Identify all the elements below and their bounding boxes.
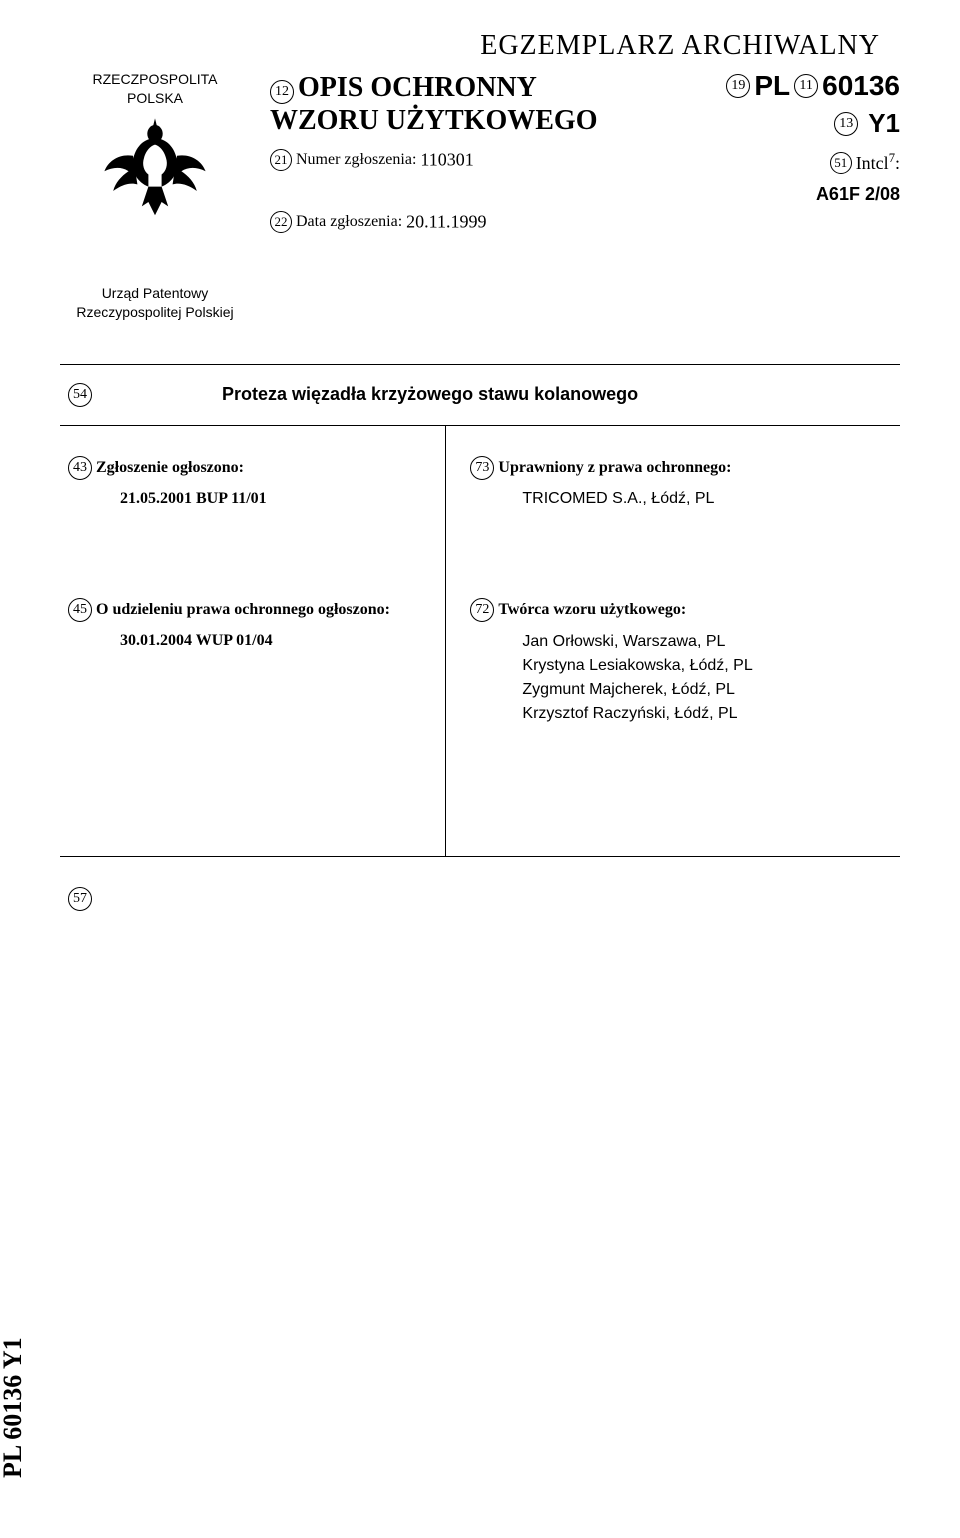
abstract-section: 57 <box>60 887 900 911</box>
inid-21: 21 <box>270 149 292 171</box>
filing-date-line: 22 Data zgłoszenia: 20.11.1999 <box>270 211 597 233</box>
creator-item: Krystyna Lesiakowska, Łódź, PL <box>522 654 890 678</box>
field-73-value: TRICOMED S.A., Łódź, PL <box>522 490 890 508</box>
field-43-label: Zgłoszenie ogłoszono: <box>96 459 244 476</box>
application-number-line: 21 Numer zgłoszenia: 110301 <box>270 149 597 171</box>
intcl-edition: 7 <box>889 151 895 165</box>
left-column: RZECZPOSPOLITA POLSKA Urząd Patentowy Rz… <box>60 70 250 322</box>
publication-number: 60136 <box>822 70 900 102</box>
biblio-left-column: 43 Zgłoszenie ogłoszono: 21.05.2001 BUP … <box>60 426 446 856</box>
inid-13: 13 <box>834 112 858 136</box>
document-title: OPIS OCHRONNY <box>298 72 537 103</box>
intcl-text: Intcl <box>856 153 889 173</box>
title-row: 12 OPIS OCHRONNY WZORU UŻYTKOWEGO 21 Num… <box>270 70 900 233</box>
side-publication-code: PL 60136 Y1 <box>0 1337 28 1478</box>
field-45-value: 30.01.2004 WUP 01/04 <box>120 632 421 650</box>
field-72: 72 Twórca wzoru użytkowego: Jan Orłowski… <box>470 598 890 726</box>
kind-code: Y1 <box>868 108 900 139</box>
invention-title: Proteza więzadła krzyżowego stawu kolano… <box>222 384 638 405</box>
inid-19: 19 <box>726 74 750 98</box>
divider-bottom <box>60 856 900 857</box>
bibliographic-section: 43 Zgłoszenie ogłoszono: 21.05.2001 BUP … <box>60 426 900 856</box>
app-number-value: 110301 <box>420 150 473 170</box>
inid-43: 43 <box>68 456 92 480</box>
inid-51: 51 <box>830 152 852 174</box>
office-line2: Rzeczypospolitej Polskiej <box>76 304 233 320</box>
creators-list: Jan Orłowski, Warszawa, PL Krystyna Lesi… <box>522 630 890 726</box>
inid-12: 12 <box>270 80 294 104</box>
inid-45: 45 <box>68 598 92 622</box>
right-codes-block: 19 PL 11 60136 13 Y1 51 Intcl7: A61F 2/0… <box>726 70 900 205</box>
field-43-value: 21.05.2001 BUP 11/01 <box>120 490 421 508</box>
field-45-label: O udzieleniu prawa ochronnego ogłoszono: <box>96 601 390 618</box>
biblio-right-column: 73 Uprawniony z prawa ochronnego: TRICOM… <box>446 426 900 856</box>
eagle-emblem-icon <box>100 114 210 224</box>
document-subtitle: WZORU UŻYTKOWEGO <box>270 105 597 137</box>
inid-22: 22 <box>270 211 292 233</box>
ipc-class: A61F 2/08 <box>726 184 900 205</box>
pub-codes-line: 19 PL 11 60136 <box>726 70 900 102</box>
app-number-label: Numer zgłoszenia: <box>296 151 416 168</box>
inid-11: 11 <box>794 74 818 98</box>
filing-date-value: 20.11.1999 <box>406 212 486 232</box>
filing-date-label: Data zgłoszenia: <box>296 213 402 230</box>
inid-73: 73 <box>470 456 494 480</box>
patent-office-name: Urząd Patentowy Rzeczypospolitej Polskie… <box>60 284 250 322</box>
intcl-label: Intcl7: <box>856 153 900 173</box>
creator-item: Jan Orłowski, Warszawa, PL <box>522 630 890 654</box>
issuer-name: RZECZPOSPOLITA POLSKA <box>60 70 250 108</box>
office-line1: Urząd Patentowy <box>102 285 209 301</box>
archive-stamp: EGZEMPLARZ ARCHIWALNY <box>60 30 900 62</box>
issuer-line2: POLSKA <box>127 90 183 106</box>
title-block: 12 OPIS OCHRONNY WZORU UŻYTKOWEGO 21 Num… <box>270 70 597 233</box>
intcl-line: 51 Intcl7: <box>726 151 900 174</box>
inid-57: 57 <box>68 887 92 911</box>
inid-72: 72 <box>470 598 494 622</box>
center-column: 12 OPIS OCHRONNY WZORU UŻYTKOWEGO 21 Num… <box>270 70 900 233</box>
inid-54: 54 <box>68 383 92 407</box>
field-73: 73 Uprawniony z prawa ochronnego: TRICOM… <box>470 456 890 508</box>
invention-title-row: 54 Proteza więzadła krzyżowego stawu kol… <box>60 365 900 425</box>
field-43: 43 Zgłoszenie ogłoszono: 21.05.2001 BUP … <box>68 456 421 508</box>
field-73-label: Uprawniony z prawa ochronnego: <box>498 459 731 476</box>
creator-item: Krzysztof Raczyński, Łódź, PL <box>522 702 890 726</box>
header-row: RZECZPOSPOLITA POLSKA Urząd Patentowy Rz… <box>60 70 900 322</box>
country-code: PL <box>754 70 790 102</box>
kind-code-line: 13 Y1 <box>726 108 900 139</box>
creator-item: Zygmunt Majcherek, Łódź, PL <box>522 678 890 702</box>
field-72-label: Twórca wzoru użytkowego: <box>498 601 686 618</box>
issuer-line1: RZECZPOSPOLITA <box>93 71 218 87</box>
field-45: 45 O udzieleniu prawa ochronnego ogłoszo… <box>68 598 421 650</box>
